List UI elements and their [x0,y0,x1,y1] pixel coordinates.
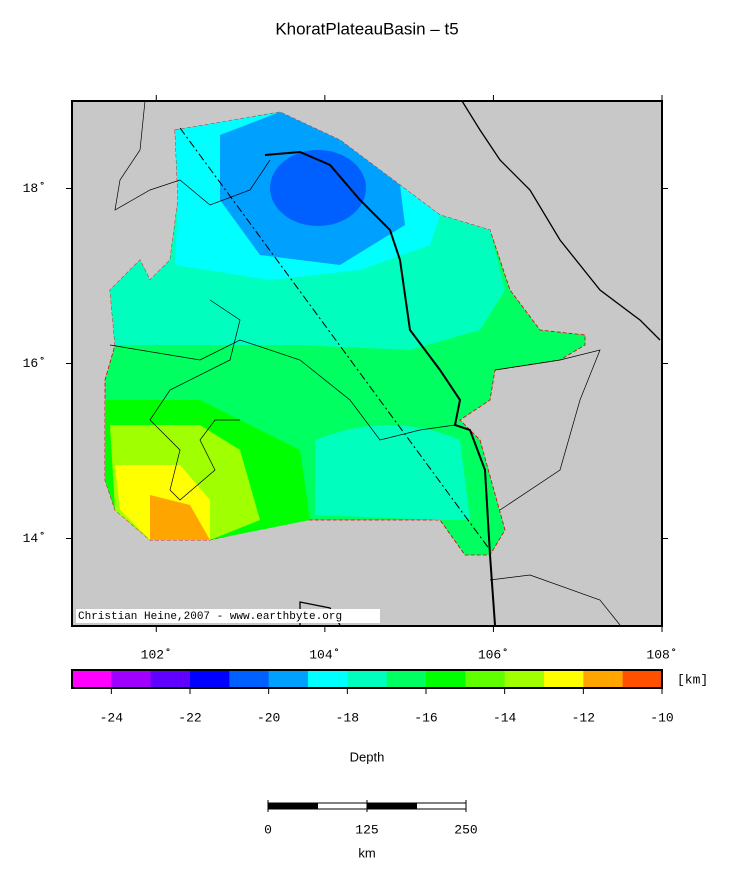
colorbar-swatch [347,670,388,688]
depth-zone [150,495,210,540]
title: KhoratPlateauBasin – t5 [275,19,458,38]
scalebar-segment [317,802,368,810]
colorbar-swatch [386,670,427,688]
colorbar-swatch [308,670,348,688]
colorbar-swatch [465,670,506,688]
scalebar-tick-label: 0 [264,822,272,837]
colorbar-swatch [229,670,270,688]
y-tick-label: 16˚ [23,356,46,371]
colorbar-swatch [583,670,624,688]
credit-box [76,609,380,623]
colorbar-tick-label: -20 [257,710,280,725]
colorbar-swatch [426,670,466,688]
y-tick-label: 14˚ [23,531,46,546]
colorbar-swatch [622,670,663,688]
scalebar-tick-label: 125 [355,822,378,837]
depth-zone [270,150,366,226]
colorbar-tick-label: -22 [178,710,201,725]
colorbar-swatch [190,670,230,688]
x-tick-label: 102˚ [141,647,172,662]
map: Christian Heine,2007 - www.earthbyte.org [71,100,663,627]
colorbar-tick-label: -24 [100,710,124,725]
y-tick-label: 18˚ [23,181,46,196]
colorbar-swatch [268,670,309,688]
depth-zone [315,425,470,520]
scalebar-unit: km [358,845,375,860]
colorbar-title: Depth [350,749,385,764]
colorbar-tick-label: -10 [650,710,673,725]
colorbar-tick-label: -16 [414,710,437,725]
scalebar-segment [267,802,318,810]
colorbar-swatch [111,670,152,688]
scalebar-segment [366,802,417,810]
colorbar-tick-label: -14 [493,710,517,725]
x-tick-label: 104˚ [309,647,340,662]
colorbar-tick-label: -18 [336,710,359,725]
colorbar-unit: [km] [677,672,708,687]
x-tick-label: 106˚ [478,647,509,662]
colorbar-frame [71,669,663,689]
colorbar-swatch [544,670,584,688]
credit: Christian Heine,2007 - www.earthbyte.org [78,611,342,623]
colorbar-swatch [504,670,545,688]
scalebar-segment [416,802,467,810]
colorbar-swatch [72,670,112,688]
scalebar-tick-label: 250 [454,822,477,837]
colorbar-tick-label: -12 [572,710,595,725]
colorbar-swatch [150,670,191,688]
x-tick-label: 108˚ [646,647,677,662]
